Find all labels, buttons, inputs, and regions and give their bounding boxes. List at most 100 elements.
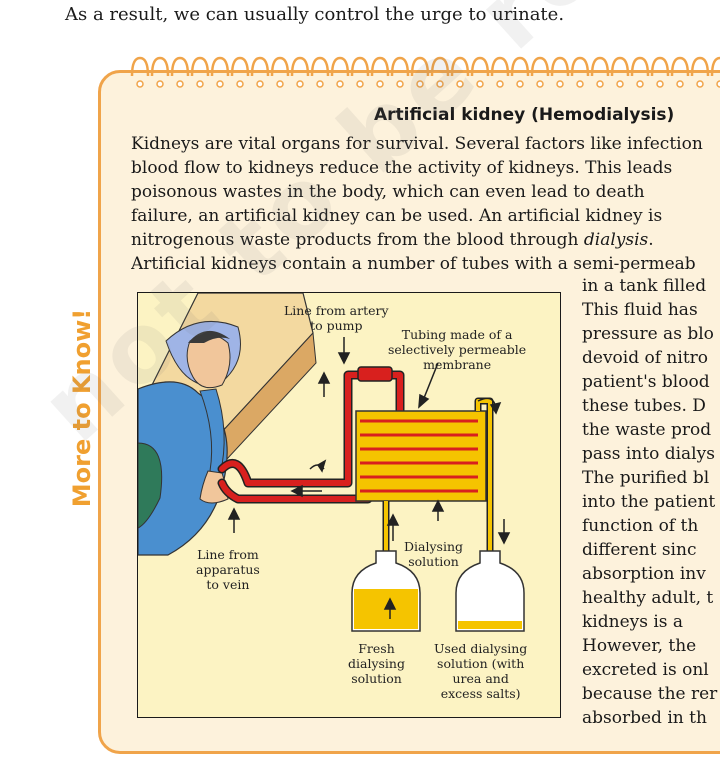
flow-arrows (227, 337, 511, 619)
hemodialysis-illustration (138, 293, 525, 632)
spiral-loop (390, 56, 410, 77)
right-column-line: because the rer (582, 684, 718, 704)
spiral-hole (356, 80, 364, 88)
paragraph-line: Artificial kidneys contain a number of t… (131, 254, 696, 274)
right-column-line: This fluid has (582, 300, 698, 320)
right-column-line: healthy adult, t (582, 588, 714, 608)
pump (357, 366, 393, 382)
paragraph-line: failure, an artificial kidney can be use… (131, 206, 663, 226)
right-column-line: function of th (582, 516, 699, 536)
spiral-loop (670, 56, 690, 77)
spiral-hole (336, 80, 344, 88)
dialysate-tubing (382, 397, 494, 555)
right-column-line: these tubes. D (582, 396, 706, 416)
used-bottle (455, 550, 525, 632)
hemodialysis-figure: Line from artery to pump Tubing made of … (137, 292, 561, 718)
right-column-line: different sinc (582, 540, 697, 560)
spiral-loop (410, 56, 430, 77)
spiral-loop (210, 56, 230, 77)
spiral-hole (456, 80, 464, 88)
spiral-hole (556, 80, 564, 88)
spiral-hole (676, 80, 684, 88)
label-fresh-solution: Fresh dialysing solution (348, 641, 405, 686)
spiral-hole (716, 80, 720, 88)
spiral-loop (370, 56, 390, 77)
spiral-loop (230, 56, 250, 77)
label-artery-line: Line from artery to pump (284, 303, 389, 333)
spiral-hole (696, 80, 704, 88)
spiral-hole (156, 80, 164, 88)
spiral-loop (710, 56, 720, 77)
spiral-loop (250, 56, 270, 77)
spiral-hole (436, 80, 444, 88)
spiral-loop (430, 56, 450, 77)
dialyser-tubes (360, 419, 478, 493)
spiral-hole (416, 80, 424, 88)
spiral-hole (236, 80, 244, 88)
spiral-loop (150, 56, 170, 77)
right-column-line: pressure as blo (582, 324, 714, 344)
spiral-hole (256, 80, 264, 88)
spiral-hole (136, 80, 144, 88)
paragraph-line: nitrogenous waste products from the bloo… (131, 228, 720, 252)
right-column-line: The purified bl (582, 468, 710, 488)
spiral-hole (396, 80, 404, 88)
spiral-loop (650, 56, 670, 77)
right-column-line: into the patient (582, 492, 716, 512)
spiral-hole (636, 80, 644, 88)
spiral-loop (310, 56, 330, 77)
spiral-loop (130, 56, 150, 77)
patient-trousers (138, 442, 163, 529)
patient-hair (188, 330, 230, 343)
spiral-hole (316, 80, 324, 88)
spiral-hole (596, 80, 604, 88)
right-column-line: in a tank filled (582, 276, 707, 296)
spiral-hole (376, 80, 384, 88)
right-column-line: excreted is onl (582, 660, 709, 680)
spiral-hole (656, 80, 664, 88)
spiral-loop (630, 56, 650, 77)
label-apparatus-line: Line from apparatus to vein (196, 547, 260, 592)
spiral-hole (576, 80, 584, 88)
paragraph-line: poisonous wastes in the body, which can … (131, 182, 645, 202)
spiral-binding (130, 56, 720, 88)
spiral-loop (270, 56, 290, 77)
used-solution-level (458, 621, 522, 629)
right-column-line: absorbed in th (582, 708, 707, 728)
right-column-line: the waste prod (582, 420, 712, 440)
spiral-loop (590, 56, 610, 77)
spiral-loop (490, 56, 510, 77)
spiral-loop (550, 56, 570, 77)
spiral-loop (530, 56, 550, 77)
spiral-loop (330, 56, 350, 77)
spiral-hole (516, 80, 524, 88)
spiral-hole (496, 80, 504, 88)
paragraph: Kidneys are vital organs for survival. S… (131, 132, 720, 276)
spiral-hole (196, 80, 204, 88)
spiral-loop (570, 56, 590, 77)
right-column-line: kidneys is a (582, 612, 684, 632)
label-used-solution: Used dialysing solution (with urea and e… (434, 641, 528, 701)
spiral-loop (690, 56, 710, 77)
label-tubing: Tubing made of a selectively permeable m… (388, 327, 527, 372)
spiral-hole (536, 80, 544, 88)
spiral-loop (510, 56, 530, 77)
right-column: in a tank filled This fluid has pressure… (582, 274, 720, 730)
paragraph-line: blood flow to kidneys reduce the activit… (131, 158, 673, 178)
paragraph-line: Kidneys are vital organs for survival. S… (131, 134, 703, 154)
spiral-loop (190, 56, 210, 77)
spiral-hole (296, 80, 304, 88)
sidebar-label: More to Know! (62, 292, 102, 524)
spiral-hole (216, 80, 224, 88)
spiral-hole (476, 80, 484, 88)
right-column-line: pass into dialys (582, 444, 715, 464)
spiral-hole (276, 80, 284, 88)
spiral-loop (450, 56, 470, 77)
spiral-hole (616, 80, 624, 88)
paragraph-line-text: nitrogenous waste products from the bloo… (131, 230, 654, 250)
sidebar-label-text: More to Know! (68, 308, 96, 508)
spiral-loop (610, 56, 630, 77)
right-column-line: absorption inv (582, 564, 706, 584)
intro-line: As a result, we can usually control the … (65, 4, 565, 25)
spiral-hole (176, 80, 184, 88)
